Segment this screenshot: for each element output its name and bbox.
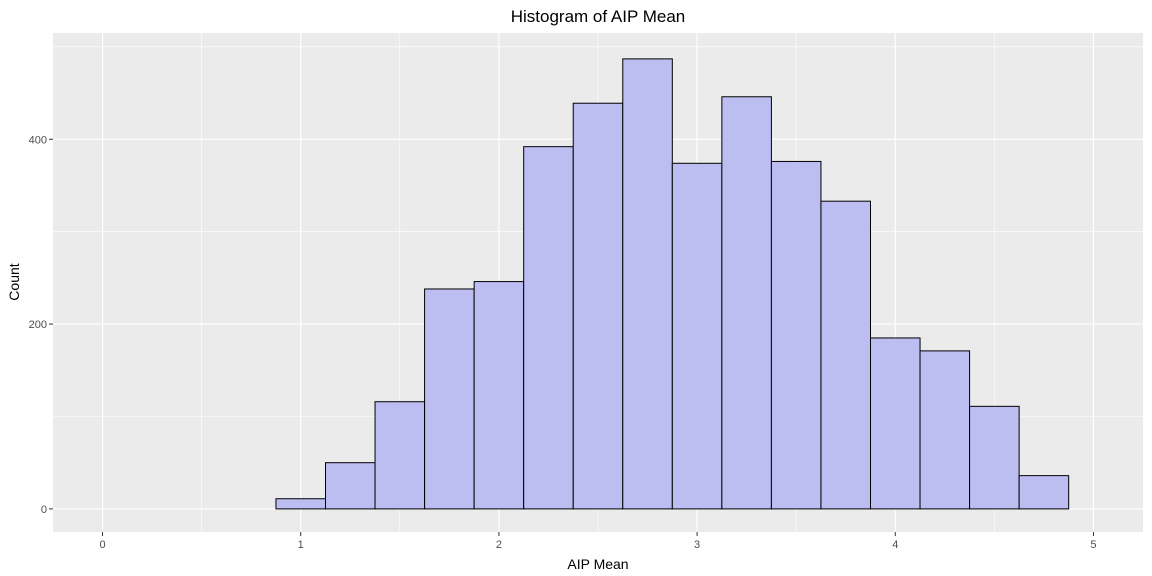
bars-layer [275, 58, 1070, 510]
histogram-bar-17 [919, 350, 971, 510]
histogram-bar-9 [523, 146, 574, 510]
y-tick-label: 200 [29, 319, 47, 331]
ticks-layer: 0 1 2 3 4 5 0 200 400 [29, 134, 1097, 551]
x-tick-label: 0 [99, 539, 105, 551]
y-tick-label: 0 [41, 504, 47, 516]
x-tick-label: 1 [298, 539, 304, 551]
x-tick-label: 2 [496, 539, 502, 551]
histogram-bar-14 [770, 160, 822, 510]
x-tick-label: 3 [694, 539, 700, 551]
histogram-bar-12 [671, 162, 723, 510]
histogram-bar-6 [374, 401, 426, 510]
histogram-bar-5 [325, 462, 376, 510]
histogram-bar-18 [969, 405, 1020, 510]
histogram-bar-7 [424, 288, 475, 510]
x-tick-label: 5 [1090, 539, 1096, 551]
x-axis-title: AIP Mean [567, 556, 628, 572]
histogram-bar-13 [721, 96, 772, 510]
histogram-bar-15 [820, 200, 871, 510]
histogram-bar-16 [870, 337, 921, 510]
histogram-bar-4 [275, 498, 327, 510]
histogram-bar-10 [572, 102, 624, 510]
y-axis-title: Count [6, 263, 22, 300]
histogram-bar-11 [622, 58, 673, 510]
y-tick-label: 400 [29, 134, 47, 146]
x-tick-label: 4 [892, 539, 898, 551]
chart-title: Histogram of AIP Mean [511, 7, 686, 26]
histogram-bar-19 [1018, 475, 1070, 510]
histogram-bar-8 [473, 281, 525, 510]
